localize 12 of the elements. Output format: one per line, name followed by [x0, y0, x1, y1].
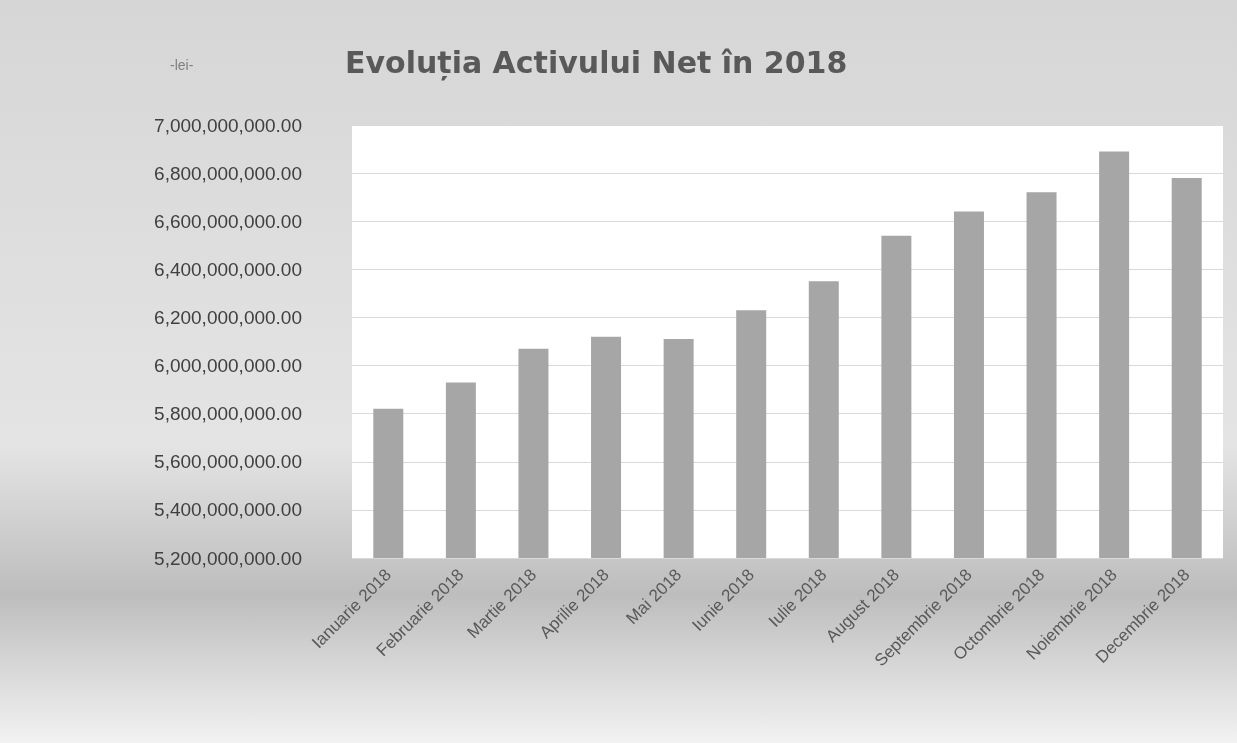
y-tick-label: 6,400,000,000.00: [154, 258, 302, 280]
y-tick-label: 5,200,000,000.00: [154, 547, 302, 569]
chart-title: Evoluția Activului Net în 2018: [345, 44, 848, 81]
y-tick-label: 6,600,000,000.00: [154, 210, 302, 232]
y-tick-label: 5,600,000,000.00: [154, 451, 302, 473]
y-tick-label: 6,200,000,000.00: [154, 306, 302, 328]
y-tick-label: 6,000,000,000.00: [154, 355, 302, 377]
y-tick-label: 5,400,000,000.00: [154, 499, 302, 521]
y-axis-title: -lei-: [170, 57, 194, 73]
y-tick-label: 5,800,000,000.00: [154, 403, 302, 425]
y-tick-label: 7,000,000,000.00: [154, 114, 302, 136]
y-tick-label: 6,800,000,000.00: [154, 162, 302, 184]
